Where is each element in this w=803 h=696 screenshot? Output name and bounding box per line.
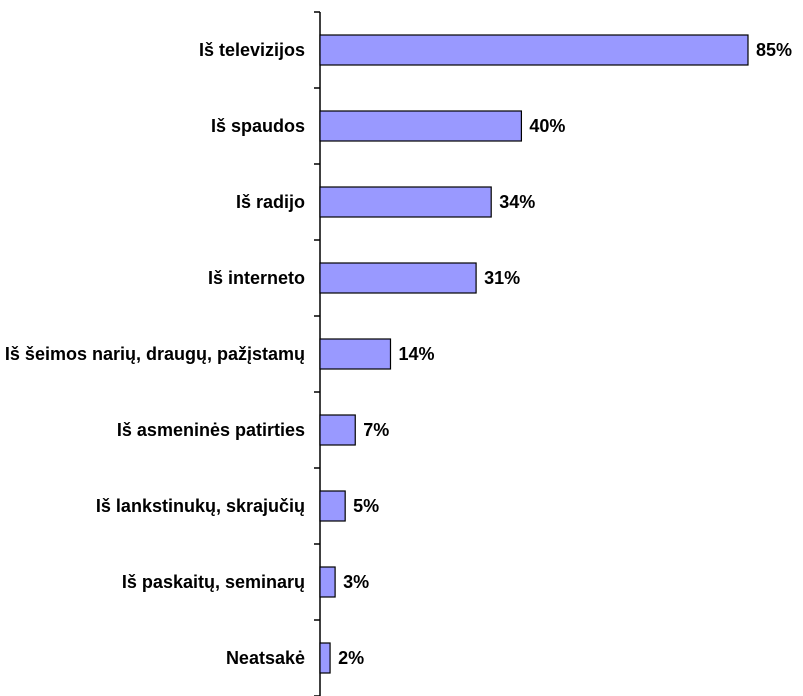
bar xyxy=(319,186,492,218)
category-label: Iš lankstinukų, skrajučių xyxy=(95,496,305,516)
value-label: 14% xyxy=(398,344,435,364)
value-label: 40% xyxy=(529,116,566,136)
bar xyxy=(319,338,392,370)
category-label: Iš radijo xyxy=(235,192,305,212)
category-label: Neatsakė xyxy=(225,648,305,668)
value-label: 2% xyxy=(338,648,365,668)
bar xyxy=(319,642,331,674)
category-label: Iš asmeninės patirties xyxy=(116,420,305,440)
category-label: Iš interneto xyxy=(207,268,305,288)
value-label: 5% xyxy=(353,496,380,516)
value-label: 85% xyxy=(756,40,793,60)
category-label: Iš paskaitų, seminarų xyxy=(121,572,305,592)
bar xyxy=(319,490,346,522)
category-label: Iš televizijos xyxy=(198,40,305,60)
value-label: 31% xyxy=(484,268,521,288)
value-label: 7% xyxy=(363,420,390,440)
value-label: 34% xyxy=(499,192,536,212)
bar xyxy=(319,566,336,598)
bar xyxy=(319,110,523,142)
bar xyxy=(319,262,477,294)
category-label: Iš šeimos narių, draugų, pažįstamų xyxy=(4,344,305,364)
value-label: 3% xyxy=(343,572,370,592)
bar xyxy=(319,34,749,66)
bar xyxy=(319,414,356,446)
category-label: Iš spaudos xyxy=(210,116,305,136)
